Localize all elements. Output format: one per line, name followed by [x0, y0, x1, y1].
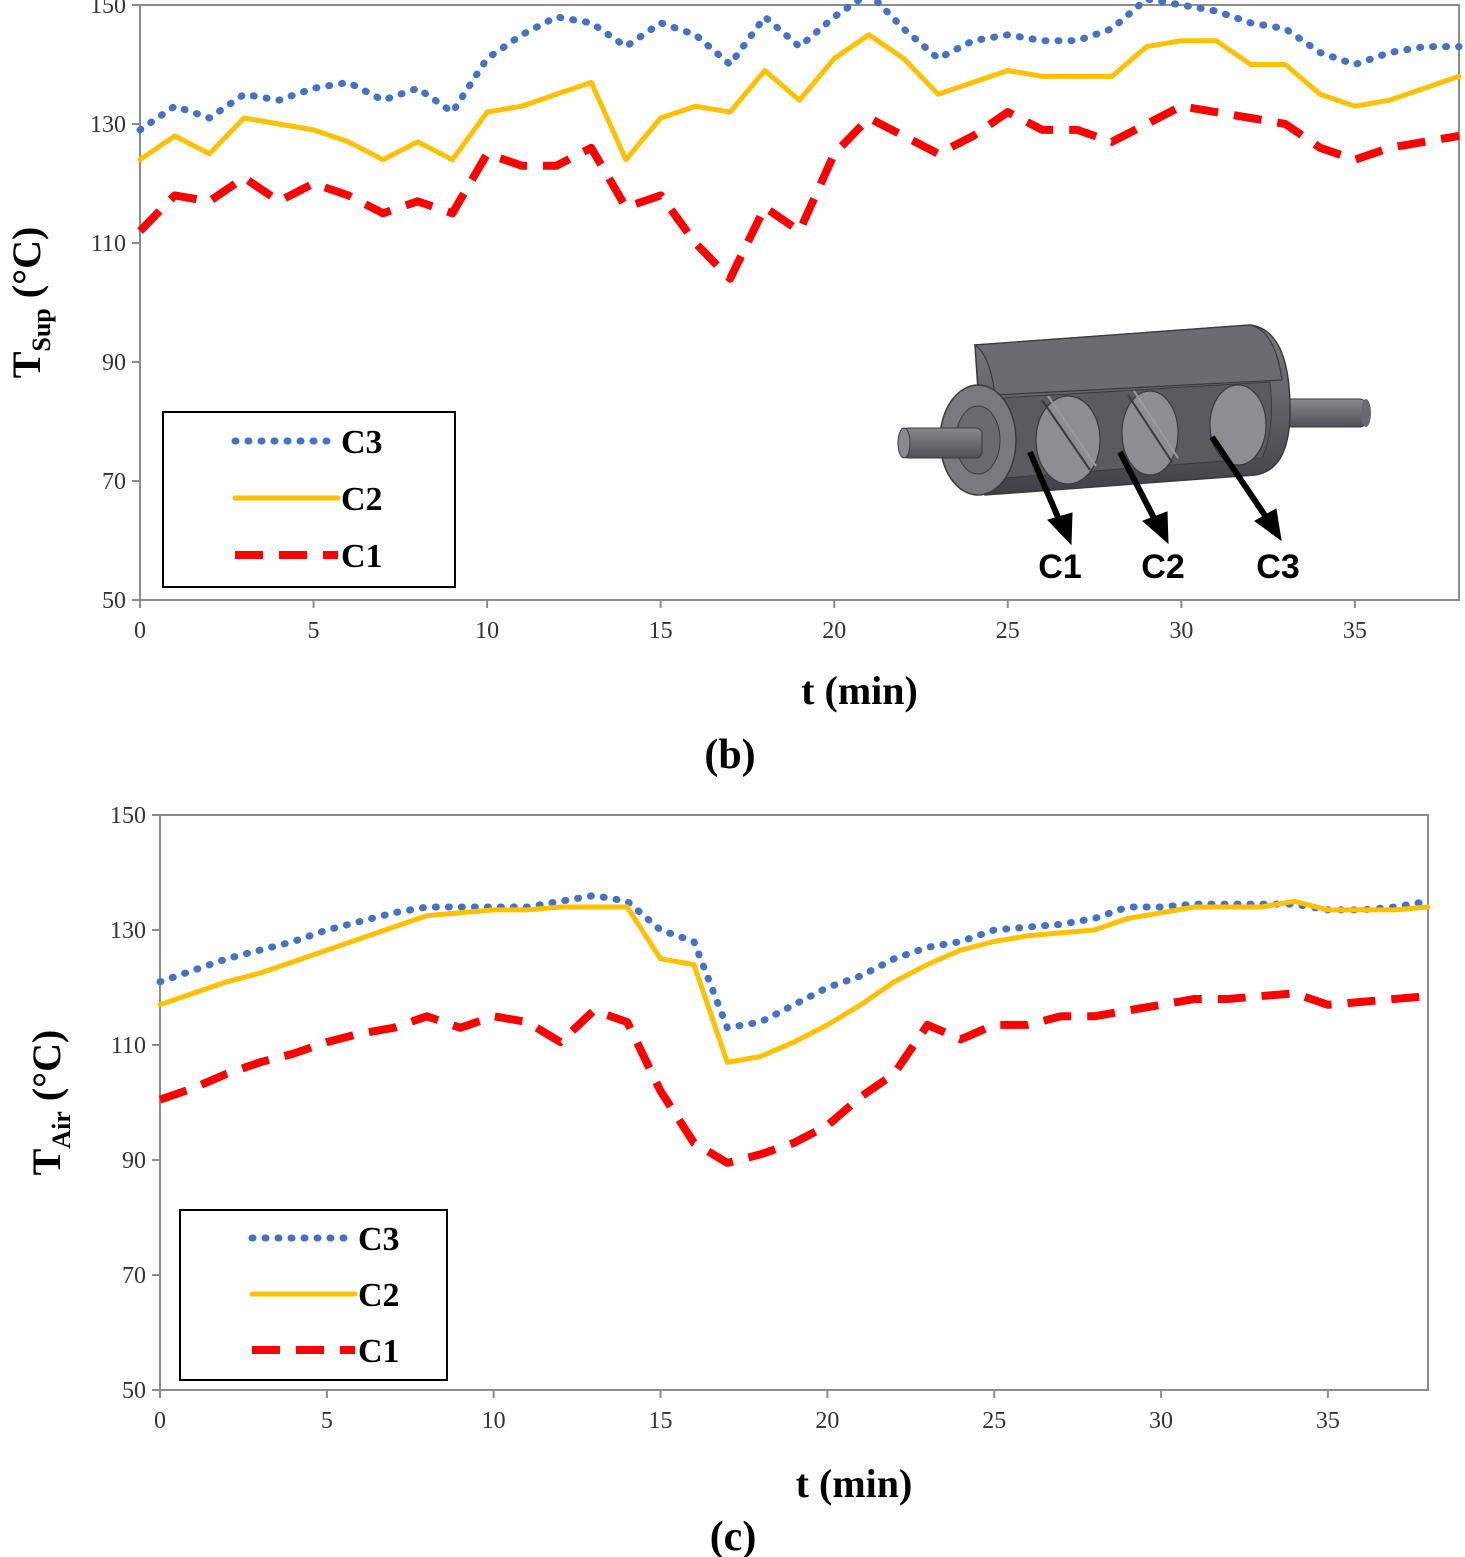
x-tick-label: 35	[1316, 1408, 1340, 1434]
y-tick-label: 90	[122, 1148, 146, 1174]
panel-label: (c)	[710, 1514, 757, 1557]
series-line-c3	[156, 892, 1432, 1032]
x-tick-label: 10	[475, 618, 499, 644]
y-axis-title: TSup (°C)	[4, 227, 56, 379]
x-tick-label: 25	[982, 1408, 1006, 1434]
y-tick-label: 70	[102, 469, 126, 495]
y-tick-label: 90	[102, 350, 126, 376]
x-tick-label: 0	[134, 618, 146, 644]
inset-label-c1: C1	[1038, 548, 1081, 586]
x-tick-label: 30	[1149, 1408, 1173, 1434]
legend-label-c3: C3	[341, 424, 383, 461]
y-tick-label: 50	[122, 1378, 146, 1404]
legend-label-c1: C1	[341, 538, 383, 575]
series-line-c1	[137, 102, 1460, 283]
series-line-c1	[158, 989, 1429, 1167]
inset-label-c2: C2	[1141, 548, 1184, 586]
x-tick-label: 0	[154, 1408, 166, 1434]
y-tick-label: 110	[111, 1033, 146, 1059]
x-tick-label: 15	[649, 1408, 673, 1434]
series-line-c2	[157, 898, 1431, 1065]
legend-label-c1: C1	[358, 1333, 400, 1370]
plot-area	[159, 814, 1429, 1391]
chart-panel-c: 50 70 90 110 130 150 0 5 10 15 20 25 30 35 C3 C2 C1 TAir …	[24, 803, 1432, 1557]
x-tick-label: 20	[815, 1408, 839, 1434]
y-axis-title: TAir (°C)	[24, 1030, 76, 1176]
x-tick-label: 5	[308, 618, 320, 644]
legend-label-c3: C3	[358, 1221, 400, 1258]
x-axis-title: t (min)	[801, 668, 918, 713]
legend-label-c2: C2	[341, 481, 383, 518]
x-tick-label: 20	[822, 618, 846, 644]
y-tick-label: 130	[90, 112, 126, 138]
x-tick-label: 5	[321, 1408, 333, 1434]
legend-label-c2: C2	[358, 1277, 400, 1314]
inset-label-c3: C3	[1256, 548, 1299, 586]
x-tick-label: 35	[1343, 618, 1367, 644]
x-axis-title: t (min)	[796, 1461, 913, 1506]
x-tick-label: 30	[1169, 618, 1193, 644]
panel-label: (b)	[704, 732, 755, 778]
shaft-cylinder-diagram-icon	[897, 324, 1371, 546]
y-tick-label: 130	[110, 918, 146, 944]
chart-panel-b: 50 70 90 110 130 150 0 5 10 15 20 25 30 35 C3 C2 C1 TSup …	[4, 0, 1463, 778]
x-tick-label: 10	[482, 1408, 506, 1434]
y-tick-label: 110	[91, 231, 126, 257]
y-tick-label: 70	[122, 1263, 146, 1289]
y-tick-label: 150	[110, 803, 146, 829]
x-tick-label: 25	[996, 618, 1020, 644]
series-line-c3	[136, 0, 1463, 134]
y-tick-label: 150	[90, 0, 126, 19]
series-line-c2	[137, 32, 1462, 163]
x-tick-label: 15	[649, 618, 673, 644]
y-tick-label: 50	[102, 588, 126, 614]
plot-area	[139, 4, 1460, 601]
